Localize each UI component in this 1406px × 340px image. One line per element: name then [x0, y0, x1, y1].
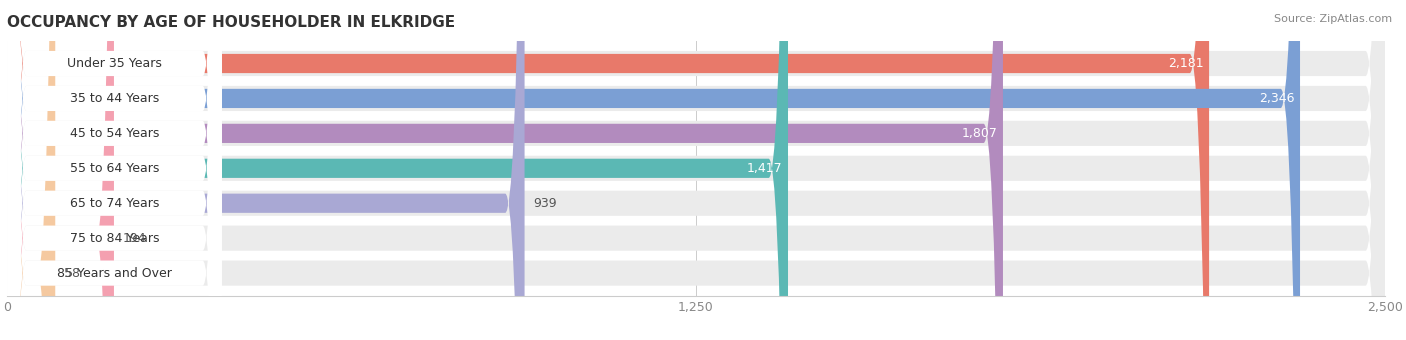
FancyBboxPatch shape — [7, 0, 1301, 340]
FancyBboxPatch shape — [7, 0, 55, 340]
FancyBboxPatch shape — [7, 0, 1385, 340]
FancyBboxPatch shape — [7, 0, 222, 340]
Text: 35 to 44 Years: 35 to 44 Years — [70, 92, 159, 105]
Text: 1,417: 1,417 — [747, 162, 783, 175]
FancyBboxPatch shape — [7, 0, 222, 340]
Text: 2,181: 2,181 — [1168, 57, 1204, 70]
Text: 1,807: 1,807 — [962, 127, 997, 140]
FancyBboxPatch shape — [7, 0, 1209, 340]
Text: 65 to 74 Years: 65 to 74 Years — [70, 197, 159, 210]
FancyBboxPatch shape — [7, 0, 1385, 340]
FancyBboxPatch shape — [7, 0, 1385, 340]
FancyBboxPatch shape — [7, 0, 787, 340]
Text: 85 Years and Over: 85 Years and Over — [58, 267, 172, 279]
FancyBboxPatch shape — [7, 0, 1385, 340]
FancyBboxPatch shape — [7, 0, 1385, 340]
FancyBboxPatch shape — [7, 0, 222, 340]
FancyBboxPatch shape — [7, 0, 1385, 340]
Text: 75 to 84 Years: 75 to 84 Years — [70, 232, 159, 245]
Text: 55 to 64 Years: 55 to 64 Years — [70, 162, 159, 175]
Text: Source: ZipAtlas.com: Source: ZipAtlas.com — [1274, 14, 1392, 23]
FancyBboxPatch shape — [7, 0, 1002, 340]
Text: 45 to 54 Years: 45 to 54 Years — [70, 127, 159, 140]
Text: Under 35 Years: Under 35 Years — [67, 57, 162, 70]
FancyBboxPatch shape — [7, 0, 222, 340]
Text: 194: 194 — [122, 232, 146, 245]
FancyBboxPatch shape — [7, 0, 222, 340]
Text: 58: 58 — [63, 267, 80, 279]
FancyBboxPatch shape — [7, 0, 114, 340]
Text: 2,346: 2,346 — [1258, 92, 1295, 105]
Text: OCCUPANCY BY AGE OF HOUSEHOLDER IN ELKRIDGE: OCCUPANCY BY AGE OF HOUSEHOLDER IN ELKRI… — [7, 15, 456, 30]
FancyBboxPatch shape — [7, 0, 222, 340]
FancyBboxPatch shape — [7, 0, 524, 340]
Text: 939: 939 — [533, 197, 557, 210]
FancyBboxPatch shape — [7, 0, 222, 340]
FancyBboxPatch shape — [7, 0, 1385, 340]
